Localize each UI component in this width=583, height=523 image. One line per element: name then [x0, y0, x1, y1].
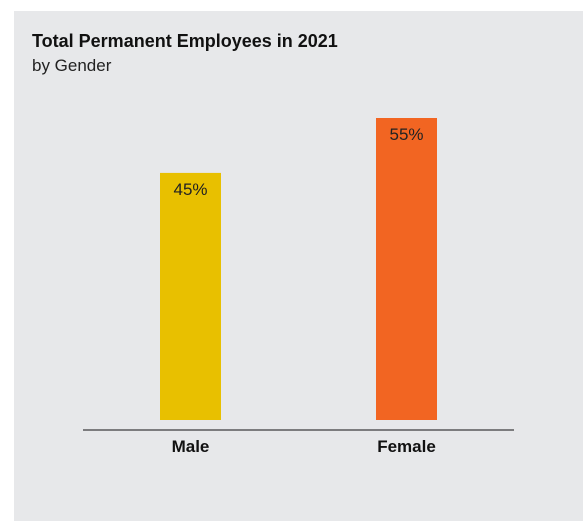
chart-title: Total Permanent Employees in 2021 — [32, 31, 338, 51]
bars-group — [160, 118, 437, 420]
labels-group: 45% Male 55% Female — [172, 125, 436, 456]
bar-female — [376, 118, 437, 420]
value-label-female: 55% — [389, 125, 423, 144]
chart-subtitle: by Gender — [32, 56, 112, 75]
value-label-male: 45% — [173, 180, 207, 199]
category-label-male: Male — [172, 437, 210, 456]
bar-male — [160, 172, 221, 420]
category-label-female: Female — [377, 437, 436, 456]
chart-card: Total Permanent Employees in 2021 by Gen… — [14, 11, 583, 521]
